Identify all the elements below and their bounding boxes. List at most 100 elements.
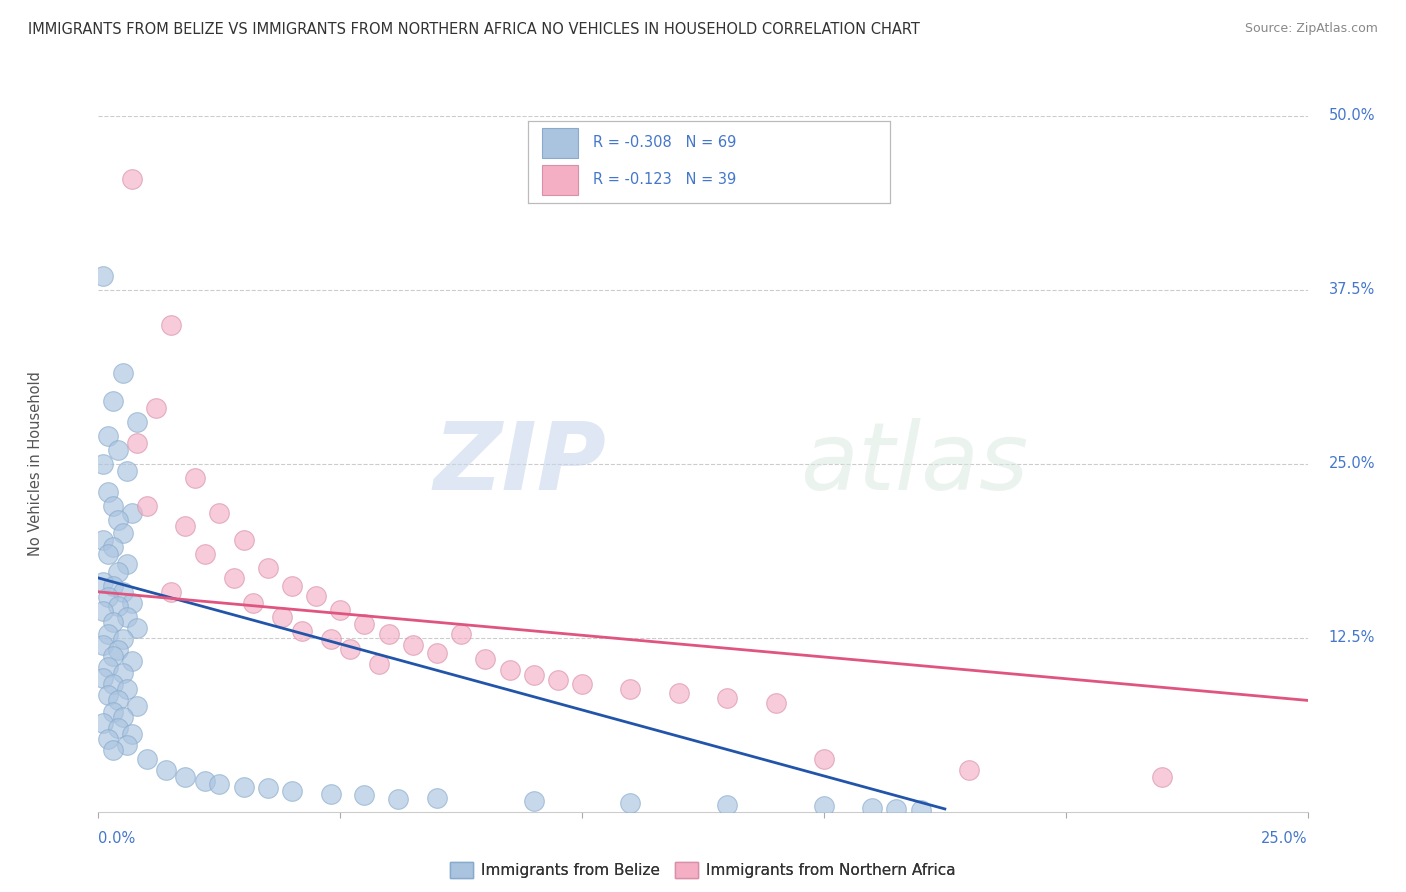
Point (377, 626, 399, 640)
Point (145, 401, 167, 416)
Point (101, 648, 124, 663)
Point (813, 799, 835, 814)
Point (101, 743, 124, 757)
Point (101, 579, 124, 593)
Point (121, 727, 143, 741)
Point (860, 800, 883, 814)
Point (547, 673, 569, 687)
Point (107, 721, 129, 735)
Point (101, 499, 124, 513)
Text: 37.5%: 37.5% (1329, 283, 1375, 297)
Text: 50.0%: 50.0% (1329, 109, 1375, 123)
Point (387, 792, 409, 806)
Text: 0.0%: 0.0% (98, 831, 135, 846)
Text: No Vehicles in Household: No Vehicles in Household (28, 371, 42, 557)
Point (127, 436, 149, 450)
Point (232, 533, 254, 548)
Point (91, 715, 114, 730)
Point (121, 655, 143, 669)
Legend: Immigrants from Belize, Immigrants from Northern Africa: Immigrants from Belize, Immigrants from … (444, 856, 962, 884)
Point (101, 615, 124, 630)
Point (97, 660, 120, 674)
Point (208, 506, 231, 520)
Text: atlas: atlas (800, 418, 1028, 509)
Point (319, 787, 342, 801)
Point (135, 499, 157, 513)
Point (319, 632, 342, 647)
Text: 25.0%: 25.0% (1329, 457, 1375, 471)
Point (290, 624, 312, 638)
Point (194, 547, 217, 561)
Point (523, 794, 546, 808)
Point (329, 603, 352, 617)
Point (91, 671, 114, 685)
Point (97, 591, 120, 605)
Point (111, 585, 134, 599)
Point (160, 318, 183, 332)
Point (121, 171, 143, 186)
Point (426, 646, 449, 660)
Point (353, 788, 375, 802)
Point (101, 541, 124, 555)
Point (523, 668, 546, 682)
Point (107, 599, 129, 613)
Point (117, 738, 139, 752)
Point (97, 688, 120, 702)
Point (716, 797, 738, 812)
Point (97, 429, 120, 443)
Point (368, 657, 391, 672)
Point (271, 610, 294, 624)
Point (281, 784, 304, 798)
Point (117, 464, 139, 478)
Point (765, 696, 787, 710)
Point (121, 596, 143, 610)
Point (107, 566, 129, 580)
Point (498, 663, 520, 677)
Point (174, 770, 197, 784)
Point (1152, 770, 1174, 784)
Point (101, 394, 124, 409)
Point (571, 676, 593, 690)
Point (111, 665, 134, 680)
Point (97, 547, 120, 561)
Point (117, 557, 139, 571)
Point (174, 519, 197, 533)
Point (281, 579, 304, 593)
Point (107, 442, 129, 457)
Point (160, 585, 183, 599)
Point (208, 777, 231, 791)
Point (91, 533, 114, 548)
Point (107, 643, 129, 657)
Point (426, 790, 449, 805)
Point (813, 752, 835, 766)
Point (450, 626, 472, 640)
Point (194, 774, 217, 789)
Point (91, 575, 114, 590)
Point (242, 596, 264, 610)
Point (957, 763, 980, 777)
Point (474, 651, 496, 665)
Point (91, 604, 114, 618)
Text: IMMIGRANTS FROM BELIZE VS IMMIGRANTS FROM NORTHERN AFRICA NO VEHICLES IN HOUSEHO: IMMIGRANTS FROM BELIZE VS IMMIGRANTS FRO… (28, 22, 920, 37)
Point (716, 690, 738, 705)
Point (127, 698, 149, 713)
Point (305, 589, 328, 603)
Point (353, 616, 375, 631)
Point (402, 638, 425, 652)
Point (121, 506, 143, 520)
Point (111, 632, 134, 647)
Point (101, 705, 124, 719)
Text: Source: ZipAtlas.com: Source: ZipAtlas.com (1244, 22, 1378, 36)
Point (127, 415, 149, 429)
Point (184, 471, 207, 485)
Point (101, 676, 124, 690)
Point (619, 797, 641, 811)
Point (155, 763, 177, 777)
Point (668, 686, 690, 700)
Point (127, 621, 149, 635)
Point (117, 610, 139, 624)
Point (97, 732, 120, 747)
Point (91, 638, 114, 652)
Point (97, 626, 120, 640)
Point (135, 752, 157, 766)
